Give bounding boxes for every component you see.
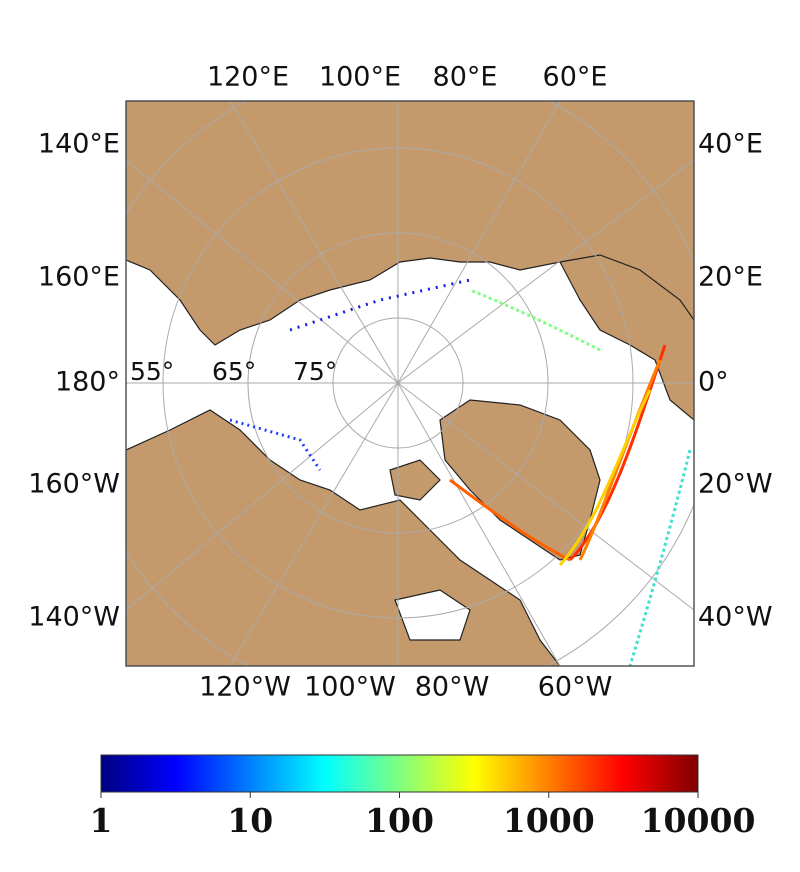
colorbar-scale: [100, 754, 699, 793]
bottom-labels: 120°W 100°W 80°W 60°W: [199, 672, 612, 703]
colorbar-tick-label: 1: [90, 801, 113, 840]
lon-label: 20°E: [698, 262, 763, 293]
ship-tracks: [229, 278, 692, 666]
lon-label: 160°E: [38, 262, 120, 293]
graticule: [126, 101, 694, 666]
lon-label: 140°E: [38, 129, 120, 160]
lon-label: 80°E: [433, 62, 498, 93]
top-labels: 120°E 100°E 80°E 60°E: [207, 62, 608, 93]
latitude-labels: 55° 65° 75°: [130, 357, 337, 386]
lon-label: 120°E: [207, 62, 289, 93]
lon-label: 40°W: [698, 602, 773, 633]
lon-label: 160°W: [28, 469, 120, 500]
map-area: [126, 101, 694, 666]
lon-label: 60°E: [543, 62, 608, 93]
colorbar-tick-label: 100: [365, 801, 434, 840]
colorbar-tick-label: 1000: [503, 801, 595, 840]
lon-label: 60°W: [538, 672, 613, 703]
colorbar: 1 10 100 1000 10000: [90, 754, 756, 840]
lat-label: 75°: [293, 357, 337, 386]
colorbar-tick-label: 10: [227, 801, 273, 840]
lon-label: 100°E: [319, 62, 401, 93]
colorbar-tick-label: 10000: [641, 801, 756, 840]
lon-label: 100°W: [304, 672, 396, 703]
lon-label: 120°W: [199, 672, 291, 703]
lat-label: 65°: [212, 357, 256, 386]
lon-label: 40°E: [698, 129, 763, 160]
lon-label: 0°: [698, 367, 729, 398]
right-labels: 40°E 20°E 0° 20°W 40°W: [698, 129, 773, 633]
lat-label: 55°: [130, 357, 174, 386]
land: [126, 101, 694, 666]
lon-label: 180°: [55, 367, 120, 398]
left-labels: 140°E 160°E 180° 160°W 140°W: [28, 129, 120, 633]
lon-label: 140°W: [28, 602, 120, 633]
map-frame: [125, 100, 695, 667]
lon-label: 80°W: [415, 672, 490, 703]
lon-label: 20°W: [698, 469, 773, 500]
